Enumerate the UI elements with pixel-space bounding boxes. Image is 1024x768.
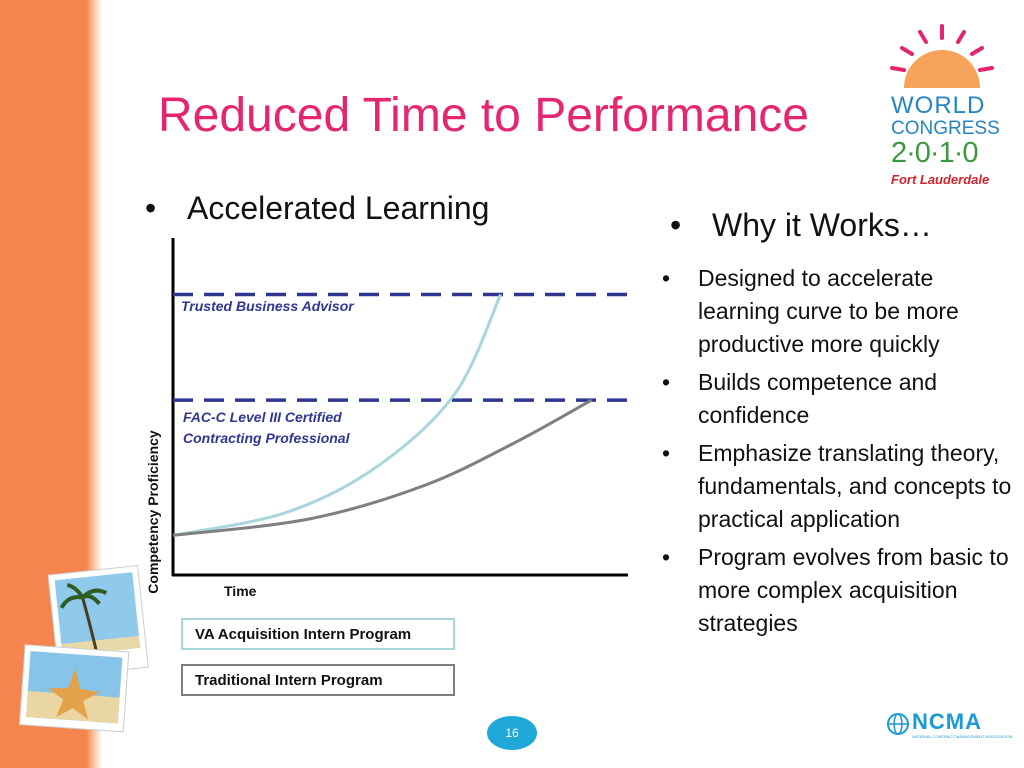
logo-year: 2·0·1·0 [891, 137, 978, 169]
x-axis-label: Time [224, 583, 257, 599]
world-congress-logo: WORLD CONGRESS 2·0·1·0 Fort Lauderdale [882, 22, 1002, 198]
sun-icon [890, 24, 994, 88]
bullet-glyph: • [145, 190, 157, 226]
beach-photo-decoration [18, 565, 149, 733]
level-label-fac-c: FAC-C Level III Certified Contracting Pr… [183, 409, 350, 446]
reason-item: Builds competence and confidence [660, 366, 1020, 432]
legend-traditional: Traditional Intern Program [181, 664, 455, 696]
ncma-subtext: NATIONAL CONTRACT MANAGEMENT ASSOCIATION [912, 734, 1013, 739]
ncma-logo: NCMA NATIONAL CONTRACT MANAGEMENT ASSOCI… [886, 708, 1012, 748]
reason-item: Program evolves from basic to more compl… [660, 541, 1020, 640]
ncma-wordmark: NCMA [912, 709, 982, 734]
reason-item: Emphasize translating theory, fundamenta… [660, 437, 1020, 536]
bullet-glyph: • [670, 207, 682, 243]
logo-word-congress: CONGRESS [891, 118, 1000, 139]
legend-va-acquisition: VA Acquisition Intern Program [181, 618, 455, 650]
globe-icon [887, 713, 909, 735]
series-line-1 [172, 398, 593, 537]
left-heading: • Accelerated Learning [145, 190, 489, 227]
slide-title: Reduced Time to Performance [158, 89, 809, 142]
right-heading-text: Why it Works… [712, 207, 932, 243]
right-heading: • Why it Works… [670, 207, 932, 244]
level-label-trusted-advisor: Trusted Business Advisor [181, 298, 354, 314]
page-number-badge: 16 [487, 716, 537, 750]
series-line-0 [172, 293, 502, 537]
left-heading-text: Accelerated Learning [187, 190, 490, 226]
logo-word-world: WORLD [891, 92, 986, 119]
logo-city: Fort Lauderdale [891, 172, 990, 187]
reason-item: Designed to accelerate learning curve to… [660, 262, 1020, 361]
reasons-list: Designed to accelerate learning curve to… [660, 262, 1020, 645]
